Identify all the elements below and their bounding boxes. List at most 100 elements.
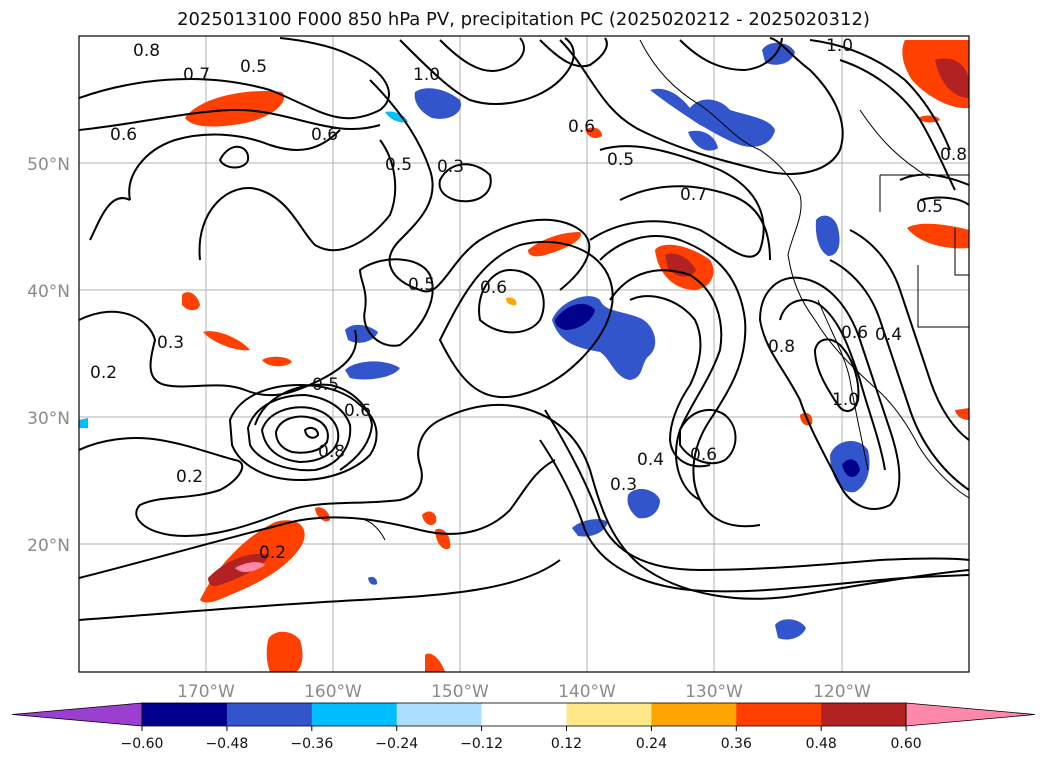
precip-positive-area	[907, 223, 969, 249]
precip-negative-area	[688, 130, 718, 151]
contour-label: 0.6	[690, 445, 717, 465]
contour-label: 0.5	[408, 275, 435, 295]
precip-positive-area	[315, 507, 330, 522]
contour-label: 0.5	[385, 155, 412, 175]
lon-label: 150°W	[431, 682, 489, 702]
precip-negative-area	[555, 303, 595, 330]
contour-label: 0.2	[176, 467, 203, 487]
contour-label: 0.6	[311, 125, 338, 145]
precip-positive-area	[955, 408, 969, 420]
precip-positive-area	[266, 631, 303, 672]
precip-positive-area	[528, 232, 581, 257]
contour-label: 0.2	[259, 543, 286, 563]
lat-labels: 50°N 40°N 30°N 20°N	[27, 155, 70, 556]
colorbar-tick-label: −0.12	[460, 736, 503, 752]
contour-label: 0.5	[916, 197, 943, 217]
contour-label: 1.0	[826, 36, 853, 56]
contour-label: 0.6	[110, 125, 137, 145]
precip-negative-area	[627, 488, 660, 519]
contour-label: 1.0	[832, 390, 859, 410]
lon-label: 130°W	[685, 682, 743, 702]
precip-negative-area	[815, 215, 840, 256]
contour-label: 0.6	[344, 401, 371, 421]
colorbar: −0.60 −0.48 −0.36 −0.24 −0.12 0.12 0.24 0.36 0.4…	[11, 702, 1036, 752]
colorbar-segment	[651, 703, 737, 726]
map-title: 2025013100 F000 850 hPa PV, precipitatio…	[177, 9, 870, 30]
lat-label: 20°N	[27, 536, 70, 556]
colorbar-segment	[311, 703, 398, 726]
precip-shading	[79, 40, 969, 672]
precip-negative-area	[775, 619, 806, 640]
contour-label: 1.0	[413, 65, 440, 85]
precip-negative-area	[345, 324, 378, 343]
colorbar-segment	[226, 703, 313, 726]
precip-positive-area	[425, 653, 445, 672]
contour-label: 0.5	[240, 57, 267, 77]
precip-positive-area	[235, 562, 265, 572]
contour-label: 0.6	[568, 117, 595, 137]
lon-label: 120°W	[813, 682, 871, 702]
precip-positive-area	[185, 91, 285, 127]
colorbar-tick-label: −0.60	[121, 736, 164, 752]
contour-label: 0.4	[875, 325, 902, 345]
colorbar-outline	[141, 702, 907, 727]
lat-label: 50°N	[27, 155, 70, 175]
colorbar-extend-high	[905, 702, 1036, 727]
contour-label: 0.7	[680, 185, 707, 205]
lon-label: 160°W	[304, 682, 362, 702]
precip-positive-area	[203, 331, 250, 351]
pv-contours	[79, 37, 969, 621]
colorbar-segment	[821, 703, 907, 726]
contour-label: 0.8	[768, 337, 795, 357]
colorbar-segment	[142, 703, 228, 726]
colorbar-tick-label: 0.48	[806, 736, 837, 752]
colorbar-segment	[566, 703, 652, 726]
lon-label: 140°W	[558, 682, 616, 702]
precip-positive-area	[506, 297, 517, 306]
contour-label: 0.3	[157, 333, 184, 353]
precip-positive-area	[435, 528, 451, 550]
contour-label: 0.6	[841, 323, 868, 343]
precip-negative-area	[385, 111, 408, 123]
precip-negative-area	[572, 519, 608, 537]
contour-label: 0.8	[318, 442, 345, 462]
colorbar-tick-label: −0.48	[205, 736, 248, 752]
contour-label: 0.5	[607, 150, 634, 170]
colorbar-tick-label: 0.12	[551, 736, 582, 752]
colorbar-tick-label: 0.24	[636, 736, 667, 752]
colorbar-segment	[736, 703, 822, 726]
precip-positive-area	[262, 356, 292, 367]
contour-labels: 0.8 0.7 0.5 0.6 1.0 0.6 0.5 0.3 0.5 0.7 …	[90, 36, 967, 563]
contour-label: 0.3	[610, 475, 637, 495]
colorbar-extend-low	[11, 702, 143, 727]
colorbar-tick-label: −0.36	[290, 736, 333, 752]
map-frame	[78, 35, 970, 673]
lat-label: 30°N	[27, 409, 70, 429]
contour-label: 0.5	[312, 375, 339, 395]
precip-positive-area	[585, 127, 602, 138]
precip-positive-area	[935, 58, 969, 98]
colorbar-segment	[481, 703, 567, 726]
contour-label: 0.3	[437, 157, 464, 177]
contour-label: 0.6	[480, 278, 507, 298]
lon-label: 170°W	[177, 682, 235, 702]
precip-negative-area	[842, 459, 860, 477]
colorbar-segment	[396, 703, 483, 726]
contour-label: 0.8	[940, 145, 967, 165]
precip-positive-area	[182, 292, 200, 311]
precip-negative-area	[368, 576, 378, 585]
lat-label: 40°N	[27, 282, 70, 302]
precip-negative-area	[79, 418, 88, 428]
precip-negative-area	[414, 88, 461, 119]
precip-negative-area	[650, 88, 775, 147]
contour-label: 0.4	[637, 450, 664, 470]
lon-labels: 170°W 160°W 150°W 140°W 130°W 120°W	[177, 682, 871, 702]
contour-label: 0.2	[90, 363, 117, 383]
colorbar-tick-label: 0.60	[891, 736, 922, 752]
contour-label: 0.8	[133, 41, 160, 61]
colorbar-tick-label: 0.36	[721, 736, 752, 752]
precip-negative-area	[345, 361, 400, 380]
colorbar-tick-label: −0.24	[375, 736, 418, 752]
precip-positive-area	[422, 511, 437, 526]
